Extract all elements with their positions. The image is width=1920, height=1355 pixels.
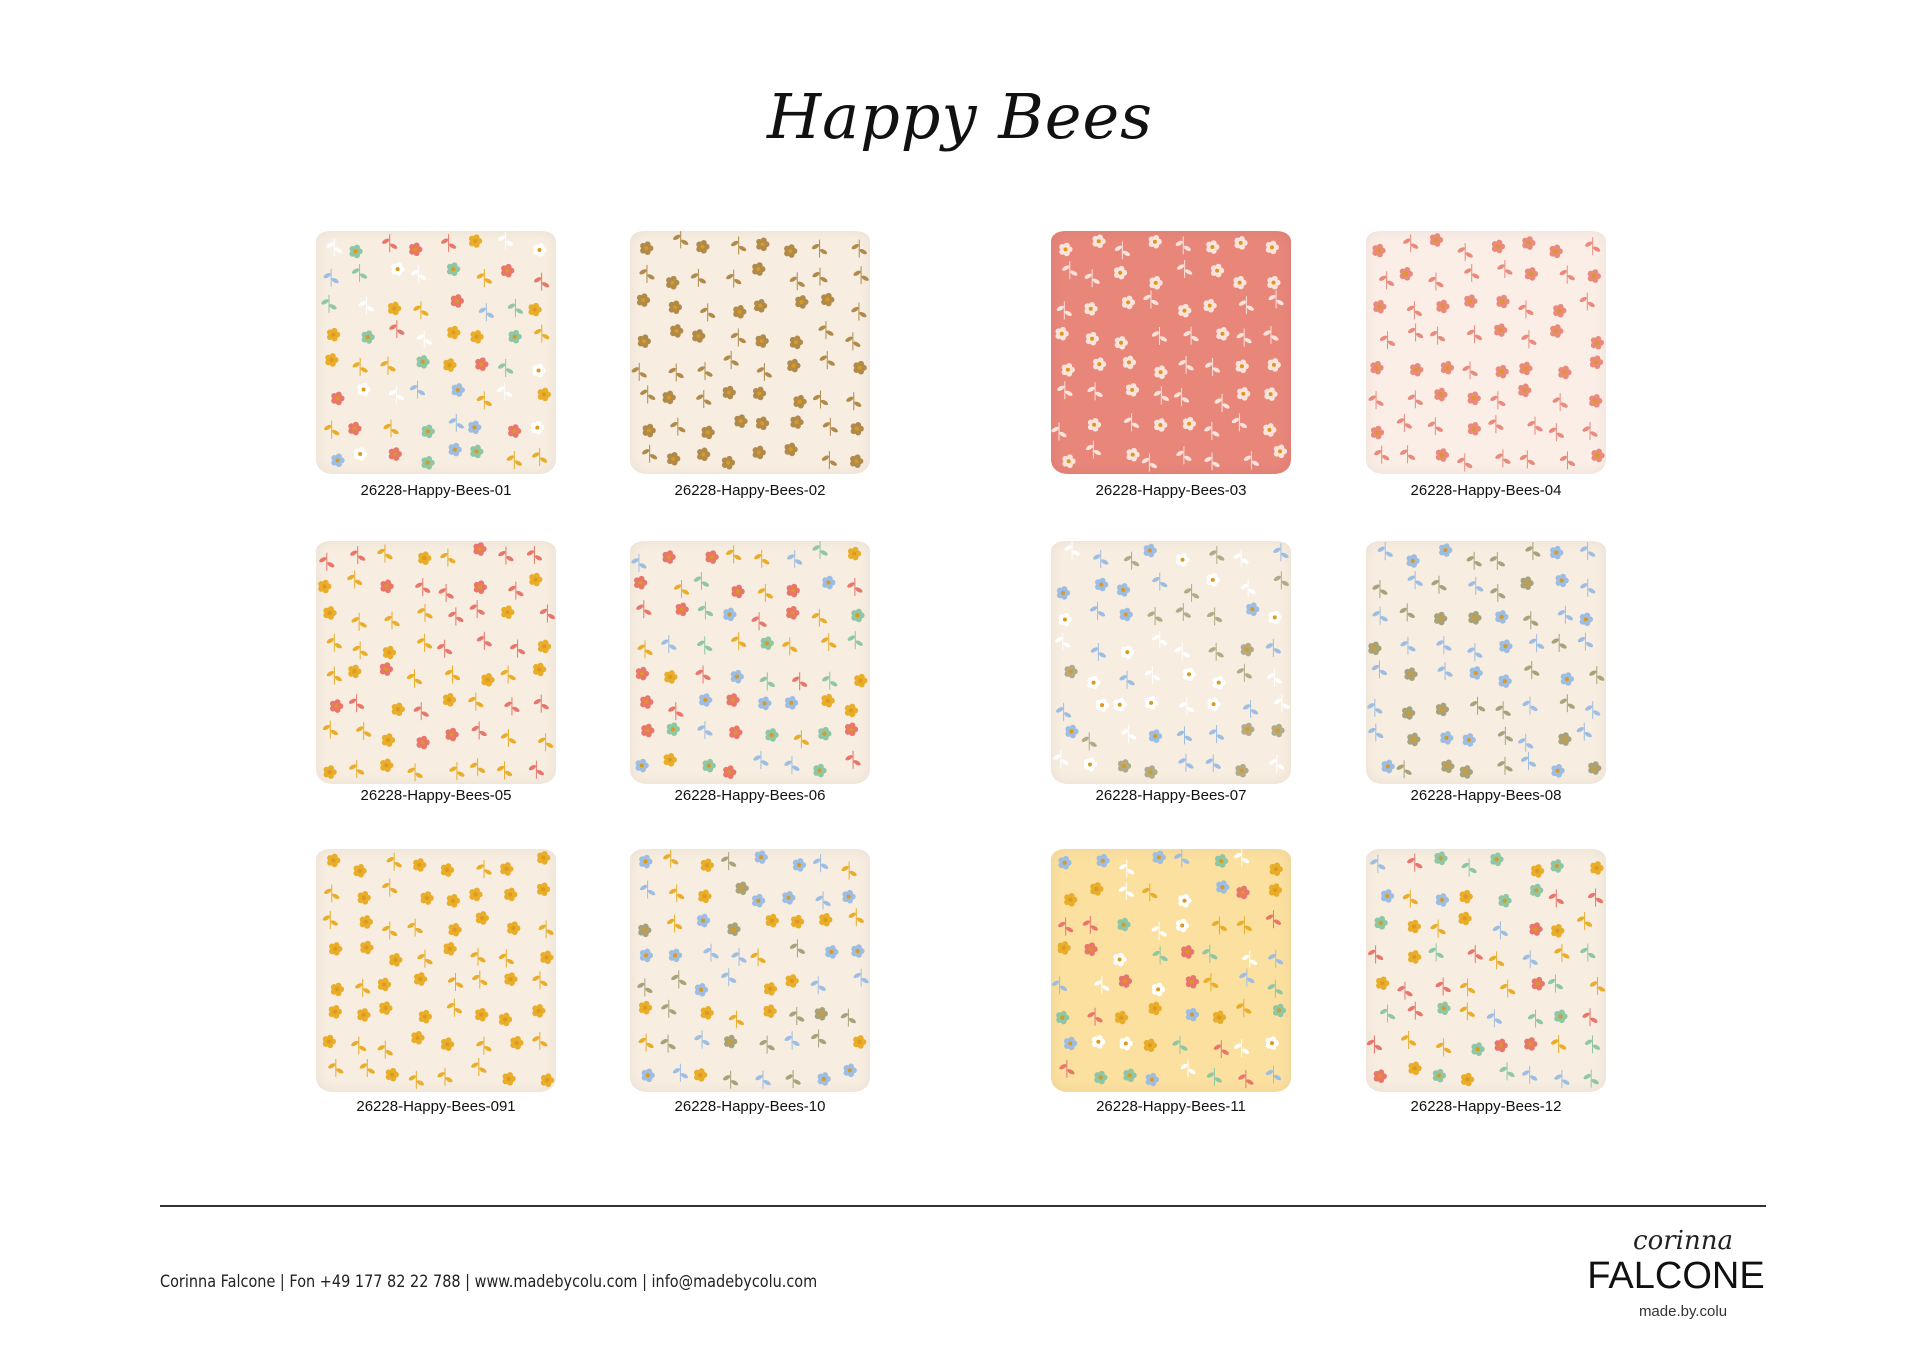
pillow-label: 26228-Happy-Bees-02 (674, 482, 826, 499)
floral-pattern (631, 541, 868, 780)
floral-pattern (637, 849, 869, 1089)
pillow-4 (1366, 231, 1606, 474)
pillow-5 (316, 541, 556, 784)
pillow-8 (1366, 541, 1606, 784)
pillow-11 (1051, 849, 1291, 1092)
floral-pattern (1366, 851, 1606, 1089)
floral-pattern (631, 231, 869, 470)
pillow-label: 26228-Happy-Bees-04 (1410, 482, 1562, 499)
pillow-label: 26228-Happy-Bees-11 (1096, 1098, 1246, 1115)
logo-script: corinna (1633, 1226, 1733, 1256)
floral-pattern (1368, 233, 1605, 472)
pillow-12 (1366, 849, 1606, 1092)
page-title: Happy Bees (767, 80, 1153, 153)
pillow-2 (630, 231, 870, 474)
logo-main: FALCONE (1587, 1255, 1765, 1297)
pillow-label: 26228-Happy-Bees-06 (674, 787, 826, 804)
pillow-label: 26228-Happy-Bees-07 (1095, 787, 1247, 804)
pillow-label: 26228-Happy-Bees-10 (674, 1098, 826, 1115)
pillow-7 (1051, 541, 1291, 784)
floral-pattern (318, 542, 556, 782)
floral-pattern (321, 231, 551, 470)
contact-info: Corinna Falcone | Fon +49 177 82 22 788 … (160, 1272, 818, 1292)
floral-pattern (1053, 541, 1290, 779)
floral-pattern (1367, 542, 1605, 779)
floral-pattern (1051, 234, 1288, 472)
pillow-label: 26228-Happy-Bees-05 (360, 787, 512, 804)
pillow-label: 26228-Happy-Bees-03 (1095, 482, 1247, 499)
floral-pattern (322, 850, 555, 1089)
pillow-10 (630, 849, 870, 1092)
pillow-9 (316, 849, 556, 1092)
pillow-label: 26228-Happy-Bees-091 (356, 1098, 516, 1115)
pillow-label: 26228-Happy-Bees-01 (360, 482, 512, 499)
footer-divider (160, 1205, 1766, 1207)
pillow-6 (630, 541, 870, 784)
logo-sub: made.by.colu (1638, 1303, 1728, 1320)
floral-pattern (1051, 849, 1287, 1089)
pillow-label: 26228-Happy-Bees-08 (1410, 787, 1562, 804)
pillow-3 (1051, 231, 1291, 474)
pillow-label: 26228-Happy-Bees-12 (1410, 1098, 1562, 1115)
pillow-1 (316, 231, 556, 474)
